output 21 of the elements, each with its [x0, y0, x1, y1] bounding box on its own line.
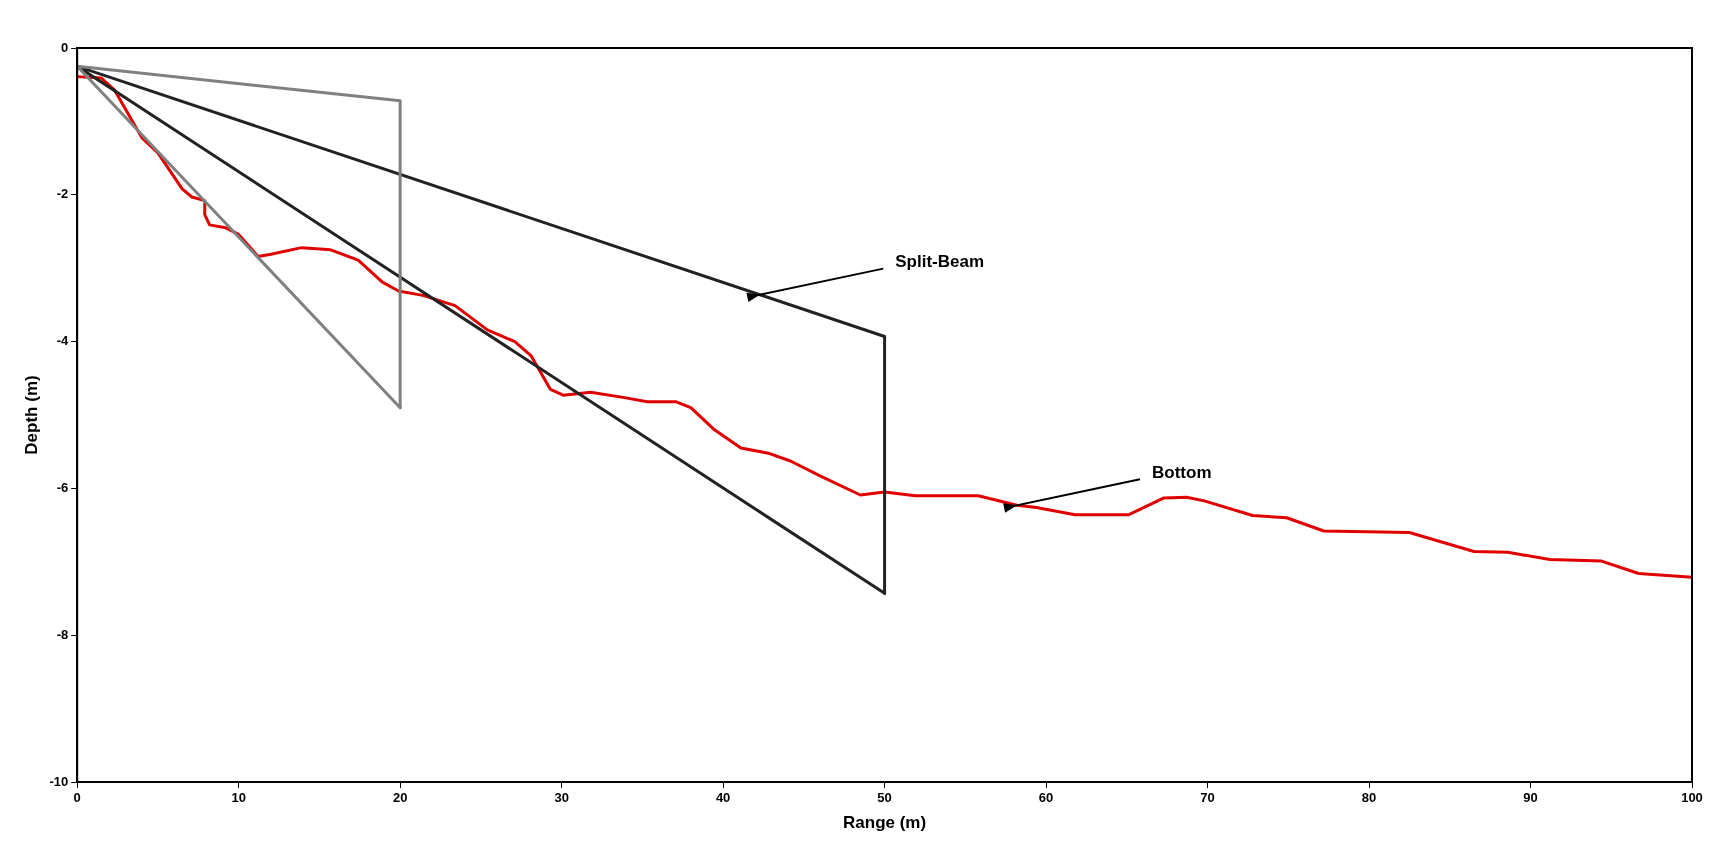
x-tick-label: 20: [392, 790, 408, 806]
y-tick-label: -2: [56, 186, 69, 202]
x-axis-title: Range (m): [843, 813, 927, 833]
x-tick-label: 10: [231, 790, 246, 806]
y-tick-label: -8: [56, 626, 69, 642]
y-tick-label: 0: [60, 39, 69, 55]
annotation: Split-Beam: [895, 252, 985, 272]
annotation: Bottom: [1152, 462, 1212, 482]
x-tick-label: 0: [73, 790, 81, 806]
x-tick-label: 30: [554, 790, 569, 806]
x-tick-label: 50: [877, 790, 892, 806]
x-tick-label: 80: [1361, 790, 1377, 806]
x-tick-label: 70: [1200, 790, 1215, 806]
x-tick-label: 90: [1523, 790, 1538, 806]
x-tick-label: 60: [1038, 790, 1054, 806]
x-tick-label: 40: [715, 790, 731, 806]
y-axis-title: Depth (m): [21, 375, 41, 455]
y-tick-label: -4: [56, 333, 69, 349]
x-tick-label: 100: [1681, 790, 1703, 806]
y-tick-label: -10: [49, 773, 69, 789]
y-tick-label: -6: [56, 479, 69, 495]
